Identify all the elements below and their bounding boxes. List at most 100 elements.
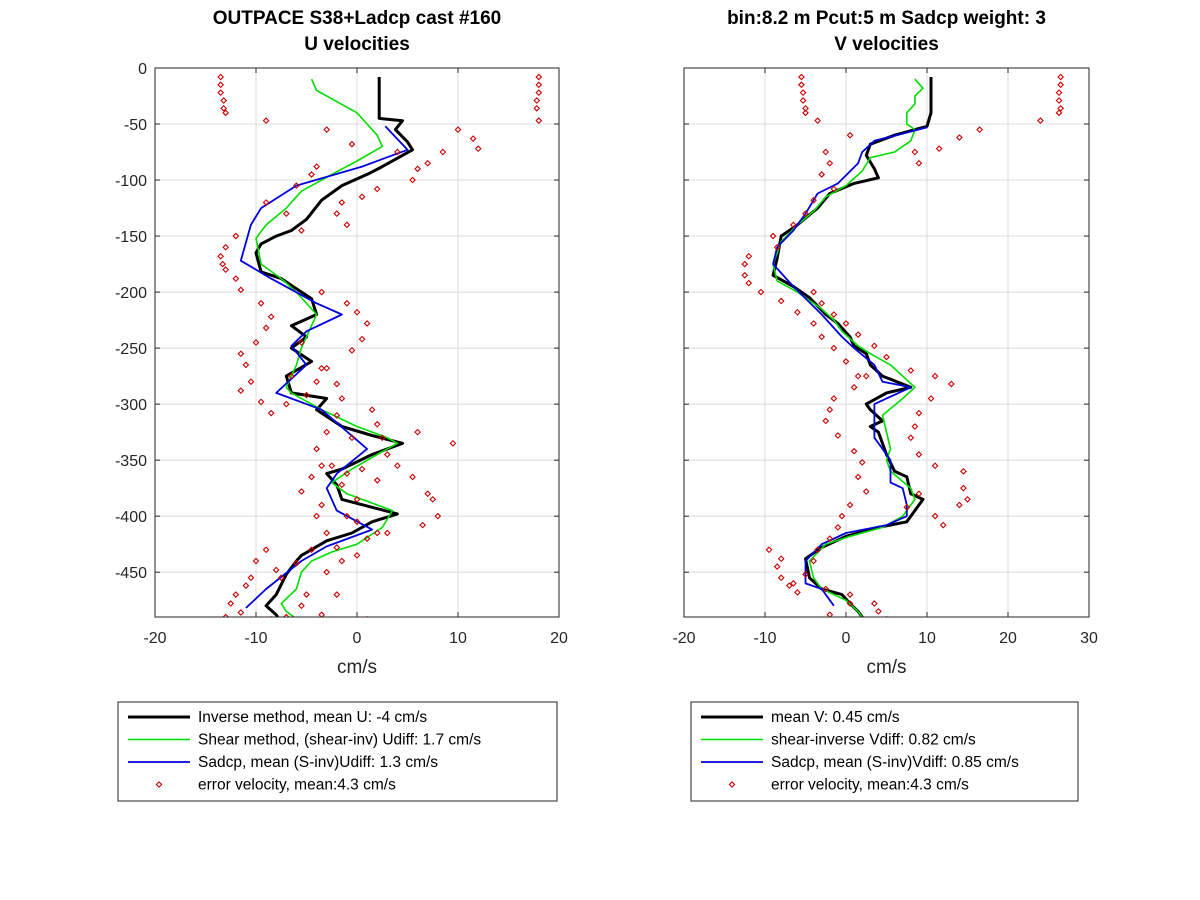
error-velocity-point (217, 81, 225, 89)
error-velocity-point (383, 451, 391, 458)
error-velocity-point (262, 199, 270, 206)
error-velocity-point (247, 574, 255, 582)
error-velocity-point (846, 131, 854, 139)
error-velocity-point (1055, 97, 1063, 104)
error-velocity-point (911, 148, 919, 156)
error-velocity-point (293, 182, 300, 190)
error-velocity-point (378, 434, 386, 442)
error-velocity-point (765, 546, 773, 554)
series-line-1 (772, 78, 924, 617)
error-velocity-point (798, 81, 805, 89)
legend-label: error velocity, mean:4.3 cm/s (771, 777, 969, 794)
v-velocity-panel: -20 -10 0 10 20 30 bin:8.2 m Pcut:5 m Sadcp we… (672, 8, 1098, 802)
error-velocity-point (935, 145, 943, 153)
error-velocity-point (414, 428, 421, 436)
error-velocity-point (298, 602, 305, 610)
error-velocity-point (237, 387, 245, 395)
error-velocity-point (333, 411, 341, 419)
error-velocity-point (964, 495, 971, 503)
y-tick-label: -100 (115, 173, 147, 190)
error-velocity-point (323, 364, 331, 372)
error-velocity-point (303, 591, 310, 598)
error-velocity-point (217, 89, 225, 97)
series-line-2 (772, 126, 928, 607)
error-velocity-markers (217, 73, 543, 617)
error-velocity-point (232, 591, 240, 598)
y-tick-label: -250 (115, 341, 147, 358)
error-velocity-point (353, 551, 361, 559)
series-group (217, 73, 543, 617)
error-velocity-point (424, 159, 432, 167)
error-velocity-point (358, 465, 366, 473)
error-velocity-point (323, 126, 331, 134)
error-velocity-point (439, 148, 447, 156)
error-velocity-point (814, 546, 822, 554)
error-velocity-point (741, 271, 749, 279)
error-velocity-point (313, 445, 320, 453)
error-velocity-point (741, 260, 749, 268)
chart-subtitle: V velocities (834, 34, 939, 55)
error-velocity-point (907, 434, 915, 442)
error-velocity-point (363, 535, 371, 542)
error-velocity-point (318, 611, 326, 617)
error-velocity-point (373, 476, 381, 484)
error-velocity-point (745, 279, 753, 287)
error-velocity-point (338, 481, 346, 489)
error-velocity-point (850, 383, 858, 391)
error-velocity-point (883, 353, 890, 361)
error-velocity-point (222, 613, 230, 617)
error-velocity-point (219, 260, 227, 268)
y-tick-label: -450 (115, 565, 147, 582)
error-velocity-point (323, 529, 331, 537)
error-velocity-point (303, 391, 310, 399)
error-velocity-point (773, 563, 781, 570)
error-velocity-point (789, 221, 797, 229)
error-velocity-point (1057, 73, 1065, 81)
y-tick-label: 0 (138, 61, 147, 78)
error-velocity-point (227, 600, 235, 607)
error-velocity-point (338, 557, 346, 565)
error-velocity-point (830, 344, 838, 352)
error-velocity-point (232, 275, 240, 283)
error-velocity-point (313, 163, 320, 170)
error-velocity-point (777, 555, 785, 563)
error-velocity-point (424, 490, 432, 498)
legend: mean V: 0.45 cm/s shear-inverse Vdiff: 0.… (690, 701, 1079, 802)
chart-title: bin:8.2 m Pcut:5 m Sadcp weight: 3 (727, 8, 1046, 29)
error-velocity-point (217, 252, 225, 260)
error-velocity-point (287, 372, 295, 380)
error-velocity-point (454, 126, 462, 134)
error-velocity-point (338, 395, 346, 402)
x-tick-label: -20 (143, 630, 166, 647)
error-velocity-point (846, 591, 854, 598)
error-velocity-point (333, 544, 341, 551)
x-axis-label: cm/s (337, 657, 377, 678)
error-velocity-point (826, 611, 834, 617)
error-velocity-point (931, 462, 939, 470)
error-velocity-point (343, 299, 351, 307)
error-velocity-point (535, 73, 543, 81)
legend-marker-error-velocity (155, 781, 163, 788)
error-velocity-point (927, 395, 935, 402)
error-velocity-point (328, 462, 336, 470)
error-velocity-point (769, 232, 777, 240)
error-velocity-point (257, 398, 265, 406)
error-velocity-point (1057, 104, 1065, 112)
error-velocity-point (757, 288, 765, 296)
error-velocity-point (353, 495, 361, 503)
error-velocity-point (818, 299, 826, 307)
error-velocity-point (308, 473, 315, 481)
x-tick-label: 10 (918, 630, 936, 647)
error-velocity-point (777, 574, 785, 582)
error-velocity-point (810, 320, 817, 327)
error-velocity-point (220, 104, 228, 112)
legend-box (117, 701, 558, 802)
error-velocity-point (434, 512, 442, 520)
error-velocity-point (810, 288, 817, 296)
error-velocity-point (794, 308, 801, 316)
error-velocity-point (907, 367, 915, 374)
error-velocity-point (383, 529, 391, 537)
error-velocity-point (313, 378, 320, 386)
error-velocity-point (323, 428, 331, 436)
error-velocity-point (353, 518, 361, 526)
